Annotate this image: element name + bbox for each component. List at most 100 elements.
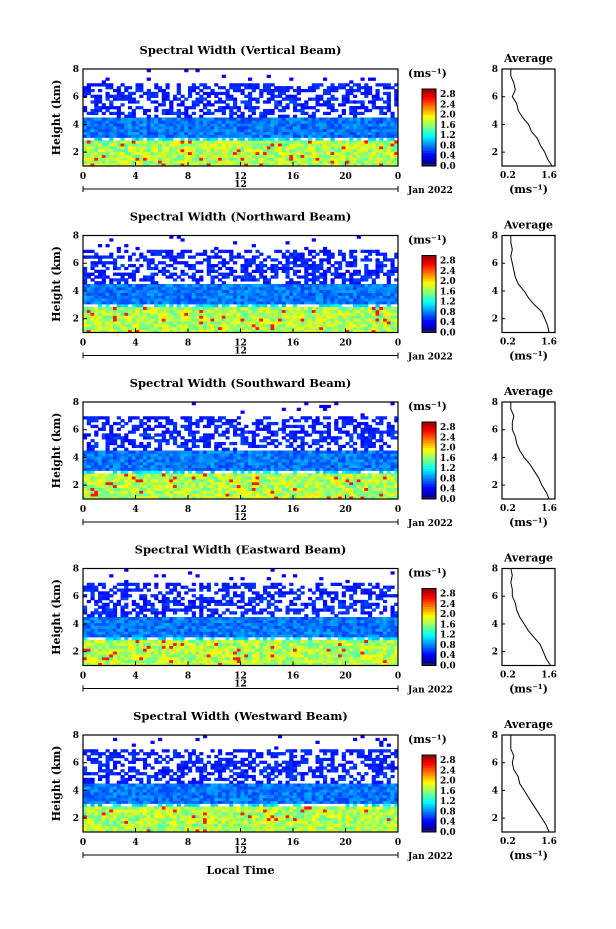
colorbar-tick-label: 2.4 bbox=[440, 100, 456, 110]
x-tick-label: 4 bbox=[132, 505, 138, 515]
panel-title: Spectral Width (Eastward Beam) bbox=[135, 543, 347, 557]
x-tick-label: 20 bbox=[339, 172, 352, 182]
average-title: Average bbox=[503, 552, 553, 565]
x-tick-label: 8 bbox=[185, 172, 191, 182]
x-tick-label: 4 bbox=[132, 339, 138, 349]
colorbar-tick-label: 0.0 bbox=[440, 162, 456, 172]
avg-y-tick-label: 2 bbox=[492, 315, 498, 325]
x-tick-label: 0 bbox=[395, 172, 401, 182]
y-tick-label: 2 bbox=[73, 814, 79, 824]
colorbar-unit: (ms⁻¹) bbox=[408, 67, 447, 80]
avg-y-tick-label: 2 bbox=[492, 648, 498, 658]
avg-y-tick-label: 4 bbox=[492, 620, 498, 630]
colorbar-unit: (ms⁻¹) bbox=[408, 234, 447, 247]
average-x-label: (ms⁻¹) bbox=[509, 183, 548, 196]
colorbar-tick-label: 2.0 bbox=[440, 111, 456, 121]
average-frame bbox=[501, 567, 556, 667]
avg-y-tick-label: 8 bbox=[492, 232, 498, 242]
y-axis-label: Height (km) bbox=[50, 246, 63, 322]
date-label: Jan 2022 bbox=[407, 519, 453, 529]
x-tick-label: 8 bbox=[185, 672, 191, 682]
x-tick-label: 0 bbox=[80, 838, 86, 848]
average-panel: Average 2 4 6 8 0.2 1.6 (ms⁻¹) bbox=[492, 552, 557, 696]
average-x-label: (ms⁻¹) bbox=[509, 350, 548, 363]
average-frame bbox=[501, 234, 556, 334]
x-tick-label: 16 bbox=[287, 672, 300, 682]
avg-x-tick-label: 1.6 bbox=[541, 171, 557, 181]
avg-x-tick-label: 0.2 bbox=[500, 338, 516, 348]
colorbar-tick-label: 1.6 bbox=[440, 454, 456, 464]
avg-x-tick-label: 0.2 bbox=[500, 504, 516, 514]
colorbar-tick-label: 0.0 bbox=[440, 828, 456, 838]
y-tick-label: 2 bbox=[73, 481, 79, 491]
colorbar-tick-label: 1.2 bbox=[440, 464, 456, 474]
colorbar-tick-label: 1.6 bbox=[440, 287, 456, 297]
average-title: Average bbox=[503, 718, 553, 731]
avg-y-tick-label: 2 bbox=[492, 148, 498, 158]
colorbar-tick-label: 0.0 bbox=[440, 329, 456, 339]
average-frame bbox=[501, 68, 556, 167]
y-tick-label: 6 bbox=[73, 93, 79, 103]
x-tick-label: 0 bbox=[80, 339, 86, 349]
average-panel: Average 2 4 6 8 0.2 1.6 (ms⁻¹) bbox=[492, 219, 557, 363]
colorbar-tick-label: 2.8 bbox=[440, 423, 456, 433]
colorbar-tick-label: 0.8 bbox=[440, 807, 456, 817]
x-tick-label: 4 bbox=[132, 172, 138, 182]
y-tick-label: 8 bbox=[73, 65, 79, 75]
colorbar-tick-label: 0.4 bbox=[440, 152, 456, 162]
y-tick-label: 4 bbox=[73, 786, 79, 796]
avg-x-tick-label: 1.6 bbox=[541, 504, 557, 514]
y-tick-label: 4 bbox=[73, 120, 79, 130]
avg-x-tick-label: 0.2 bbox=[500, 671, 516, 681]
x-tick-label: 0 bbox=[80, 672, 86, 682]
avg-y-tick-label: 2 bbox=[492, 481, 498, 491]
colorbar-tick-label: 2.0 bbox=[440, 277, 456, 287]
colorbar-tick-label: 2.8 bbox=[440, 756, 456, 766]
colorbar-tick-label: 0.4 bbox=[440, 651, 456, 661]
x-tick-label: 0 bbox=[395, 505, 401, 515]
y-tick-label: 4 bbox=[73, 287, 79, 297]
avg-x-tick-label: 1.6 bbox=[541, 671, 557, 681]
heatmap-field bbox=[83, 69, 399, 167]
x-tick-label: 0 bbox=[80, 172, 86, 182]
colorbar bbox=[421, 255, 437, 333]
average-profile-line bbox=[510, 235, 550, 333]
y-tick-label: 8 bbox=[73, 398, 79, 408]
average-title: Average bbox=[503, 385, 553, 398]
x-tick-label: 12 bbox=[234, 838, 247, 848]
day-label: 12 bbox=[234, 513, 247, 523]
average-profile-line bbox=[510, 735, 550, 833]
x-tick-label: 8 bbox=[185, 505, 191, 515]
date-label: Jan 2022 bbox=[407, 353, 453, 363]
x-tick-label: 0 bbox=[80, 505, 86, 515]
x-tick-label: 4 bbox=[132, 838, 138, 848]
panel-3: Spectral Width (Southward Beam) 2 4 6 8 Heigh… bbox=[50, 376, 557, 529]
average-title: Average bbox=[503, 52, 553, 65]
colorbar bbox=[421, 88, 437, 167]
colorbar-tick-label: 0.0 bbox=[440, 495, 456, 505]
average-panel: Average 2 4 6 8 0.2 1.6 (ms⁻¹) bbox=[492, 52, 557, 196]
y-axis-label: Height (km) bbox=[50, 579, 63, 655]
colorbar-tick-label: 0.8 bbox=[440, 308, 456, 318]
day-label: 12 bbox=[234, 180, 247, 190]
avg-y-tick-label: 8 bbox=[492, 398, 498, 408]
avg-y-tick-label: 2 bbox=[492, 814, 498, 824]
x-tick-label: 8 bbox=[185, 339, 191, 349]
avg-y-tick-label: 4 bbox=[492, 786, 498, 796]
average-profile-line bbox=[510, 568, 552, 666]
avg-y-tick-label: 8 bbox=[492, 65, 498, 75]
day-label: 12 bbox=[234, 347, 247, 357]
colorbar-tick-label: 0.0 bbox=[440, 662, 456, 672]
colorbar bbox=[421, 588, 437, 666]
colorbar-tick-label: 1.2 bbox=[440, 298, 456, 308]
average-frame bbox=[501, 401, 556, 500]
y-tick-label: 6 bbox=[73, 259, 79, 269]
colorbar-unit: (ms⁻¹) bbox=[408, 567, 447, 580]
avg-y-tick-label: 6 bbox=[492, 93, 498, 103]
y-axis-label: Height (km) bbox=[50, 80, 63, 156]
colorbar-tick-label: 0.4 bbox=[440, 318, 456, 328]
average-x-label: (ms⁻¹) bbox=[509, 683, 548, 696]
y-tick-label: 6 bbox=[73, 426, 79, 436]
avg-y-tick-label: 6 bbox=[492, 759, 498, 769]
day-label: 12 bbox=[234, 680, 247, 690]
